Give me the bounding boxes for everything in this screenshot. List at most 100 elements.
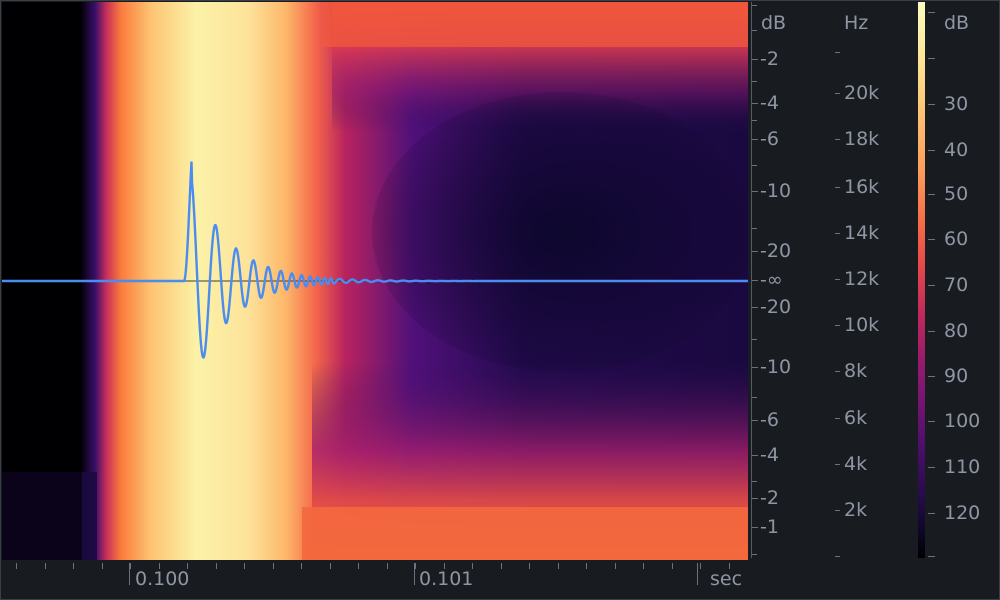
- hz-tick: [835, 279, 840, 280]
- colorbar-tick: [928, 194, 935, 195]
- time-minor-tick: [643, 563, 644, 569]
- colorbar-tick-label: 60: [944, 228, 969, 250]
- db-minor-tick: [752, 81, 757, 82]
- hz-tick-label: 6k: [844, 407, 868, 429]
- colorbar-tick-label: 30: [944, 93, 969, 115]
- colorbar-unit: dB: [944, 12, 970, 34]
- db-tick: [752, 59, 758, 60]
- db-tick: [752, 527, 758, 528]
- hz-tick: [835, 93, 840, 94]
- time-tick-label: 0.100: [135, 568, 190, 590]
- time-minor-tick: [615, 563, 616, 569]
- hz-tick: [835, 139, 840, 140]
- colorbar-tick-label: 120: [944, 502, 981, 524]
- time-minor-tick: [529, 563, 530, 569]
- colorbar-tick: [928, 150, 935, 151]
- colorbar-tick: [928, 467, 935, 468]
- colorbar-tick-label: 80: [944, 320, 969, 342]
- hz-tick: [835, 187, 840, 188]
- db-tick: [752, 420, 758, 421]
- hz-axis-unit: Hz: [844, 12, 869, 34]
- time-minor-tick: [700, 563, 701, 569]
- db-tick: [752, 139, 758, 140]
- colorbar-tick-label: 110: [944, 456, 981, 478]
- time-minor-tick: [358, 563, 359, 569]
- time-minor-tick: [73, 563, 74, 569]
- time-minor-tick: [16, 563, 17, 569]
- time-minor-tick: [729, 563, 730, 569]
- db-minor-tick: [752, 397, 757, 398]
- spectrogram-view[interactable]: [2, 2, 748, 560]
- db-tick: [752, 280, 758, 281]
- time-minor-tick: [330, 563, 331, 569]
- db-minor-tick: [752, 554, 757, 555]
- db-minor-tick: [752, 228, 757, 229]
- db-minor-tick: [752, 339, 757, 340]
- time-minor-tick: [586, 563, 587, 569]
- db-tick-label: -6: [760, 409, 779, 431]
- db-tick-label: -20: [760, 296, 792, 318]
- colorbar-minor-tick: [928, 556, 935, 557]
- hz-minor-tick: [835, 52, 840, 53]
- hz-tick-label: 8k: [844, 360, 868, 382]
- db-tick-label: -10: [760, 180, 792, 202]
- db-axis-unit: dB: [761, 12, 787, 34]
- hz-tick-label: 4k: [844, 453, 868, 475]
- time-minor-tick: [472, 563, 473, 569]
- colorbar-tick-label: 40: [944, 139, 969, 161]
- waveform-overlay: [2, 161, 748, 359]
- db-tick-label: -10: [760, 356, 792, 378]
- hz-tick-label: 2k: [844, 499, 868, 521]
- time-minor-tick: [415, 563, 416, 569]
- hz-tick-label: 18k: [844, 128, 880, 150]
- hz-tick-label: 14k: [844, 222, 880, 244]
- colorbar-tick: [928, 331, 935, 332]
- hz-tick-label: 10k: [844, 314, 880, 336]
- colorbar-tick-label: 100: [944, 410, 981, 432]
- time-minor-tick: [672, 563, 673, 569]
- hz-tick: [835, 418, 840, 419]
- db-minor-tick: [752, 30, 757, 31]
- time-minor-tick: [387, 563, 388, 569]
- db-tick: [752, 103, 758, 104]
- frequency-axis: Hz 20k 18k 16k 14k 12k 10k 8k 6k 4k 2k: [830, 0, 915, 560]
- db-tick-label: -6: [760, 128, 779, 150]
- hz-tick: [835, 325, 840, 326]
- time-minor-tick: [273, 563, 274, 569]
- db-tick: [752, 498, 758, 499]
- db-minor-tick: [752, 481, 757, 482]
- colorbar-minor-tick: [928, 12, 935, 13]
- time-minor-tick: [102, 563, 103, 569]
- colorbar-tick-label: 90: [944, 365, 969, 387]
- amplitude-axis-line: [751, 2, 752, 558]
- time-minor-tick: [558, 563, 559, 569]
- hz-tick: [835, 510, 840, 511]
- hz-tick: [835, 464, 840, 465]
- db-tick-label: -1: [760, 516, 779, 538]
- db-minor-tick: [752, 165, 757, 166]
- time-minor-tick: [444, 563, 445, 569]
- time-minor-tick: [244, 563, 245, 569]
- hz-tick-label: 12k: [844, 268, 880, 290]
- time-axis: sec 0.100 0.101: [2, 560, 748, 598]
- hz-tick-label: 20k: [844, 82, 880, 104]
- colorbar-tick: [928, 513, 935, 514]
- colorbar-minor-tick: [928, 58, 935, 59]
- hz-minor-tick: [835, 556, 840, 557]
- db-tick-label: -4: [760, 444, 779, 466]
- db-tick: [752, 191, 758, 192]
- time-minor-tick: [501, 563, 502, 569]
- hz-tick-label: 16k: [844, 176, 880, 198]
- colorbar-tick: [928, 285, 935, 286]
- time-minor-tick: [301, 563, 302, 569]
- time-minor-tick: [216, 563, 217, 569]
- waveform-trace: [2, 161, 748, 359]
- db-minor-tick: [752, 5, 757, 6]
- db-tick-label: -∞: [760, 269, 783, 291]
- amplitude-db-axis: dB -2 -4 -6 -10 -20 -∞ -20 -10 -6 -4 -2 -1: [749, 0, 829, 560]
- db-tick: [752, 367, 758, 368]
- spectrogram-image: [2, 2, 748, 560]
- hz-tick: [835, 371, 840, 372]
- time-minor-tick: [187, 563, 188, 569]
- colorbar-tick: [928, 376, 935, 377]
